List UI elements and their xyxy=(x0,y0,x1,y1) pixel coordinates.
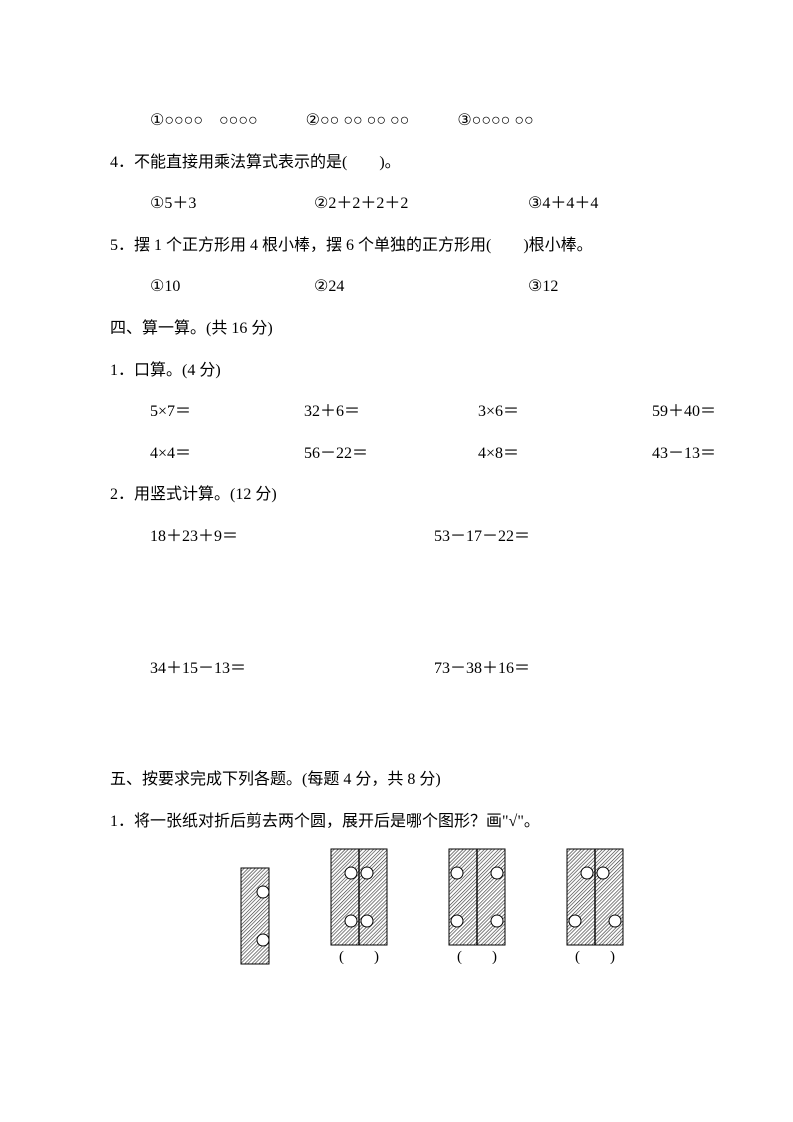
blank-b: ( ) xyxy=(457,950,497,965)
calc-4x4: 4×4＝ xyxy=(150,433,300,475)
colcalc-18p23p9: 18＋23＋9＝ xyxy=(150,516,430,558)
sec4-p1-row1: 5×7＝ 32＋6＝ 3×6＝ 59＋40＝ xyxy=(110,391,683,433)
calc-5x7: 5×7＝ xyxy=(150,391,300,433)
calc-56m22: 56－22＝ xyxy=(304,433,474,475)
q4-stem: 4．不能直接用乘法算式表示的是( )。 xyxy=(110,142,683,184)
q5-options: ①10 ②24 ③12 xyxy=(110,266,683,308)
figure-option-c: ( ) xyxy=(566,848,624,965)
blank-c: ( ) xyxy=(575,950,615,965)
q4-options: ①5＋3 ②2＋2＋2＋2 ③4＋4＋4 xyxy=(110,183,683,225)
sec4-title: 四、算一算。(共 16 分) xyxy=(110,308,683,350)
q5-opt2: ②24 xyxy=(314,266,524,308)
figure-row: ( ) ( ) ( ) xyxy=(110,848,683,965)
q4-opt2: ②2＋2＋2＋2 xyxy=(314,183,524,225)
sec4-p2-title: 2．用竖式计算。(12 分) xyxy=(110,474,683,516)
calc-4x8: 4×8＝ xyxy=(478,433,648,475)
sec5-title: 五、按要求完成下列各题。(每题 4 分，共 8 分) xyxy=(110,759,683,801)
sec4-p1-title: 1．口算。(4 分) xyxy=(110,350,683,392)
sec4-p1-row2: 4×4＝ 56－22＝ 4×8＝ 43－13＝ xyxy=(110,433,683,475)
sec4-p2-row2: 34＋15－13＝ 73－38＋16＝ xyxy=(110,648,683,690)
worksheet-page: ①○○○○ ○○○○ ②○○ ○○ ○○ ○○ ③○○○○ ○○ 4．不能直接用… xyxy=(0,0,793,1122)
q5-opt1: ①10 xyxy=(150,266,310,308)
colcalc-53m17m22: 53－17－22＝ xyxy=(434,516,530,558)
calc-43m13: 43－13＝ xyxy=(652,433,716,475)
colcalc-73m38p16: 73－38＋16＝ xyxy=(434,648,530,690)
workspace-row1 xyxy=(110,558,683,648)
q5-opt3: ③12 xyxy=(528,266,558,308)
q5-stem: 5．摆 1 个正方形用 4 根小棒，摆 6 个单独的正方形用( )根小棒。 xyxy=(110,225,683,267)
colcalc-34p15m13: 34＋15－13＝ xyxy=(150,648,430,690)
sec5-q1: 1．将一张纸对折后剪去两个圆，展开后是哪个图形？画"√"。 xyxy=(110,801,683,843)
q3-options-line: ①○○○○ ○○○○ ②○○ ○○ ○○ ○○ ③○○○○ ○○ xyxy=(110,100,683,142)
figure-folded xyxy=(240,867,270,965)
calc-32p6: 32＋6＝ xyxy=(304,391,474,433)
sec4-p2-row1: 18＋23＋9＝ 53－17－22＝ xyxy=(110,516,683,558)
blank-a: ( ) xyxy=(339,950,379,965)
calc-59p40: 59＋40＝ xyxy=(652,391,716,433)
q4-opt1: ①5＋3 xyxy=(150,183,310,225)
figure-option-b: ( ) xyxy=(448,848,506,965)
figure-option-a: ( ) xyxy=(330,848,388,965)
q4-opt3: ③4＋4＋4 xyxy=(528,183,598,225)
calc-3x6: 3×6＝ xyxy=(478,391,648,433)
workspace-row2 xyxy=(110,689,683,759)
